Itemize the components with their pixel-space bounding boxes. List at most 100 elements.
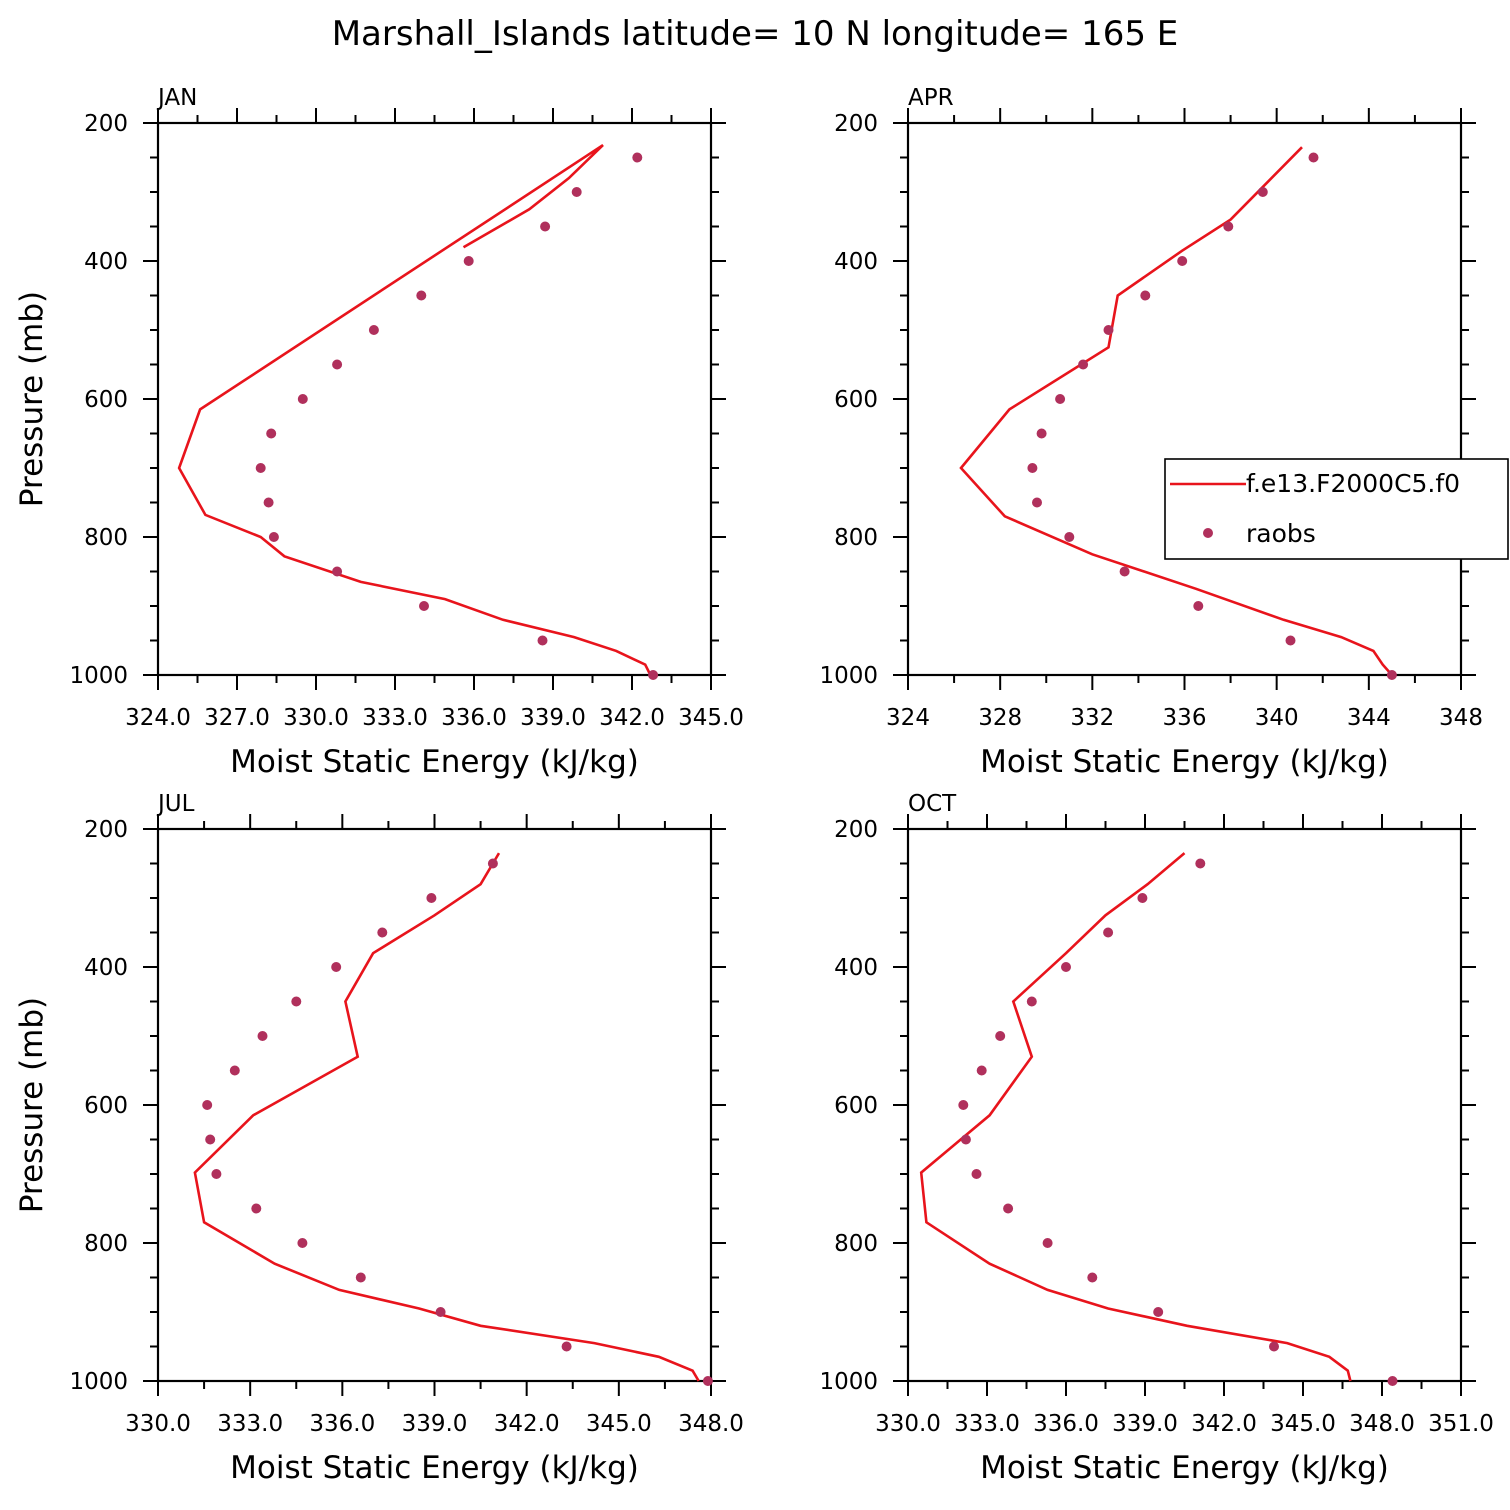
raobs-point: [1103, 325, 1114, 335]
x-tick-label: 333.0: [954, 1411, 1020, 1437]
legend-box: [1164, 458, 1509, 560]
raobs-point: [251, 1203, 262, 1214]
x-tick-label: 348.0: [1349, 1411, 1415, 1437]
raobs-point: [571, 187, 582, 197]
x-tick-label: 328: [978, 705, 1022, 731]
raobs-point: [1032, 497, 1042, 508]
model-series-line: [193, 852, 700, 1382]
panel-oct: 330.0 333.0 336.0 339.0 342.0 345.0 348.0 351.0…: [819, 791, 1493, 1486]
raobs-point: [416, 290, 427, 301]
raobs-point: [1285, 635, 1296, 646]
y-tick-label: 400: [84, 955, 128, 981]
raobs-point: [1308, 152, 1319, 163]
y-tick-label: 1000: [69, 663, 128, 689]
raobs-point: [211, 1169, 222, 1179]
x-tick-label: 336: [1163, 705, 1207, 731]
raobs-point: [1223, 221, 1234, 232]
raobs-point: [257, 1031, 268, 1041]
raobs-point: [1177, 256, 1188, 266]
figure-title: Marshall_Islands latitude= 10 N longitud…: [332, 14, 1179, 54]
y-tick-label: 600: [84, 387, 128, 413]
raobs-point: [1386, 670, 1397, 680]
plot-frame: [906, 827, 1463, 1383]
legend-obs-swatch: [1203, 528, 1213, 538]
raobs-point: [1387, 1376, 1398, 1386]
x-axis-label: Moist Static Energy (kJ/kg): [980, 1450, 1389, 1486]
panel-apr: 324 328 332 336 340 344 348 200 400 600 800 1000 APR…: [819, 85, 1509, 780]
raobs-point: [976, 1065, 987, 1076]
y-tick-label: 200: [834, 817, 878, 843]
x-tick-label: 336.0: [441, 705, 507, 731]
y-tick-label: 600: [834, 1093, 878, 1119]
panel-label: JUL: [156, 791, 195, 817]
raobs-point: [960, 1134, 971, 1145]
raobs-point: [1153, 1307, 1164, 1317]
x-tick-label: 348.0: [678, 1411, 744, 1437]
raobs-point: [1061, 962, 1071, 972]
y-tick-label: 1000: [69, 1369, 128, 1395]
raobs-point: [1026, 996, 1037, 1007]
raobs-point: [268, 532, 279, 542]
plot-frame: [156, 827, 713, 1383]
x-tick-label: 345.0: [678, 705, 744, 731]
raobs-point: [1003, 1203, 1014, 1214]
y-tick-label: 200: [834, 111, 878, 137]
raobs-point: [1042, 1238, 1053, 1248]
raobs-point: [1055, 394, 1066, 404]
y-tick-label: 800: [834, 525, 878, 551]
x-tick-label: 330.0: [283, 705, 349, 731]
raobs-point: [1027, 463, 1038, 473]
raobs-point: [702, 1376, 713, 1386]
y-tick-label: 400: [834, 249, 878, 275]
raobs-point: [1193, 601, 1204, 611]
raobs-point: [995, 1031, 1006, 1041]
y-tick-label: 600: [84, 1093, 128, 1119]
raobs-point: [229, 1065, 240, 1076]
panels: 324.0 327.0 330.0 333.0 336.0 339.0 342.0 345.0…: [14, 85, 1509, 1486]
x-tick-label: 324: [886, 705, 930, 731]
raobs-point: [291, 996, 302, 1007]
y-tick-label: 600: [834, 387, 878, 413]
raobs-point: [1064, 532, 1075, 542]
x-tick-label: 344: [1347, 705, 1391, 731]
raobs-point: [1257, 187, 1268, 197]
plot-frame: [156, 121, 713, 677]
x-tick-label: 345.0: [586, 1411, 652, 1437]
x-tick-label: 333.0: [217, 1411, 283, 1437]
x-tick-label: 330.0: [875, 1411, 941, 1437]
raobs-point: [263, 497, 274, 508]
y-tick-label: 200: [84, 111, 128, 137]
x-tick-label: 342.0: [494, 1411, 560, 1437]
model-series-line: [177, 144, 652, 676]
raobs-point: [540, 221, 551, 232]
raobs-point: [537, 635, 548, 646]
raobs-point: [266, 428, 277, 439]
model-series-line: [919, 852, 1352, 1382]
x-tick-label: 327.0: [204, 705, 270, 731]
x-axis-label: Moist Static Energy (kJ/kg): [980, 744, 1389, 780]
raobs-point: [297, 394, 308, 404]
x-tick-label: 330.0: [125, 1411, 191, 1437]
raobs-point: [1036, 428, 1047, 439]
raobs-point: [1137, 893, 1148, 903]
x-tick-label: 345.0: [1270, 1411, 1336, 1437]
x-tick-label: 339.0: [1112, 1411, 1178, 1437]
plot-frame: [906, 121, 1463, 677]
y-tick-label: 1000: [819, 663, 878, 689]
y-tick-label: 800: [84, 525, 128, 551]
raobs-point: [648, 670, 659, 680]
y-axis-label: Pressure (mb): [14, 997, 50, 1213]
legend-model-label: f.e13.F2000C5.f0: [1246, 469, 1460, 498]
raobs-point: [205, 1134, 216, 1145]
x-tick-label: 348: [1439, 705, 1483, 731]
x-tick-label: 339.0: [402, 1411, 468, 1437]
x-axis-label: Moist Static Energy (kJ/kg): [230, 744, 639, 780]
raobs-point: [426, 893, 437, 903]
raobs-point: [1119, 566, 1130, 577]
raobs-point: [255, 463, 266, 473]
raobs-point: [971, 1169, 982, 1179]
y-tick-label: 400: [84, 249, 128, 275]
x-tick-label: 324.0: [125, 705, 191, 731]
y-tick-label: 800: [84, 1231, 128, 1257]
panel-jul: 330.0 333.0 336.0 339.0 342.0 345.0 348.0 200 40…: [14, 791, 744, 1486]
